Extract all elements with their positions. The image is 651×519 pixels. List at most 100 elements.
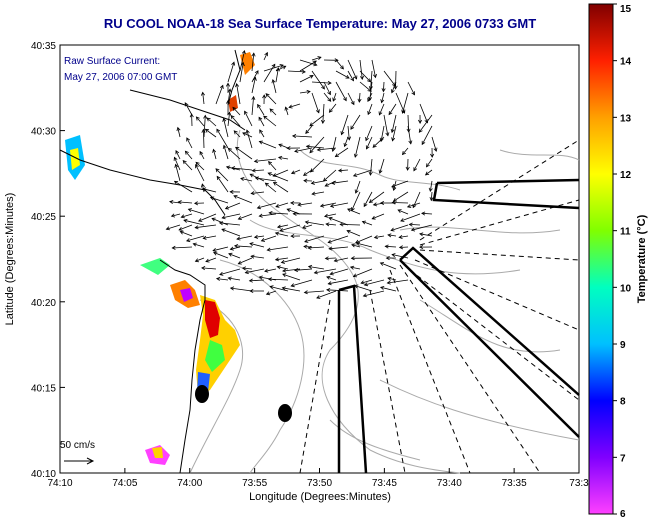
current-vector [202, 92, 205, 105]
current-vector [195, 164, 205, 182]
y-tick-label: 40:20 [31, 298, 56, 309]
current-vector [203, 115, 206, 138]
current-vector [391, 114, 397, 133]
current-vector-head [350, 77, 354, 82]
current-vector [178, 224, 193, 231]
sst-patch [180, 288, 193, 302]
current-vector [347, 92, 355, 105]
current-vector [227, 62, 235, 83]
current-vector-head [165, 226, 170, 231]
current-vector-head [264, 51, 268, 57]
current-vector-head [309, 122, 314, 127]
current-vector-head [227, 111, 232, 116]
current-vector [304, 235, 325, 243]
current-vector-head [240, 177, 245, 181]
current-vector-head [180, 214, 185, 219]
current-vector-head [282, 65, 287, 70]
current-vector [305, 125, 313, 134]
current-vector-head [257, 103, 261, 109]
current-vector [273, 169, 289, 177]
current-vector [419, 103, 428, 123]
current-vector-head [301, 69, 306, 74]
current-vector-head [347, 208, 352, 213]
current-vector-head [337, 168, 343, 173]
current-vector [332, 92, 337, 102]
current-vector [213, 149, 217, 160]
station-marker [195, 385, 209, 403]
current-vector-head [230, 114, 235, 120]
current-vector-head [195, 161, 200, 166]
current-vector-head [186, 238, 191, 243]
current-vector-head [233, 130, 238, 135]
current-vector [206, 117, 217, 127]
colorbar-tick-label: 7 [620, 453, 626, 464]
current-vector-head [379, 200, 385, 206]
current-vector-head [253, 159, 259, 164]
current-vector-head [171, 245, 176, 250]
current-vector [268, 278, 289, 281]
current-vector-head [381, 88, 386, 93]
current-vector [299, 91, 311, 94]
current-vector [430, 191, 433, 201]
current-vector-head [290, 170, 296, 175]
current-vector [231, 167, 253, 171]
current-vector [201, 267, 217, 270]
current-vector [277, 266, 289, 270]
current-vector [203, 235, 217, 239]
current-vector [244, 111, 253, 127]
current-vector [268, 161, 277, 171]
current-vector [374, 235, 385, 238]
current-vector-head [254, 176, 259, 181]
current-vector [222, 213, 241, 219]
current-vector-head [286, 146, 291, 151]
current-vector-head [218, 221, 224, 226]
current-vector [367, 103, 373, 115]
current-vector-head [192, 242, 197, 247]
current-vector-head [290, 234, 295, 239]
current-vector [257, 202, 277, 209]
current-vector-head [372, 202, 378, 207]
current-vector-head [307, 245, 312, 250]
current-vector-head [331, 147, 336, 153]
current-vector-head [265, 93, 270, 98]
current-vector-head [200, 91, 206, 96]
current-vector-head [241, 266, 247, 271]
current-vector-head [398, 234, 403, 239]
current-vector-head [258, 140, 263, 145]
current-vector-head [225, 165, 231, 170]
current-vector-head [227, 88, 232, 93]
current-vector-head [265, 291, 271, 296]
x-tick-label: 73:35 [502, 478, 527, 489]
current-vector [359, 59, 363, 80]
current-vector-head [291, 134, 297, 139]
current-vector-head [367, 110, 372, 116]
current-vector [335, 147, 349, 157]
current-vector-head [271, 63, 276, 68]
x-tick-label: 74:05 [112, 478, 137, 489]
current-vector-head [297, 202, 302, 207]
sst-patch [70, 148, 80, 170]
current-vectors [165, 49, 438, 299]
current-vector-head [418, 128, 423, 133]
plot-frame [59, 44, 580, 474]
coastline-segment [129, 89, 246, 131]
y-axis-ticks: 40:35 40:30 40:25 40:20 40:15 40:10 [31, 41, 65, 480]
current-vector [254, 235, 265, 238]
current-vector [312, 191, 325, 195]
current-vector [177, 127, 181, 138]
current-vector-head [250, 254, 255, 259]
current-vector [392, 254, 409, 259]
current-vector-head [264, 182, 269, 187]
current-vector-head [288, 104, 293, 109]
sst-patch [152, 447, 163, 458]
current-vector [215, 168, 229, 182]
current-vector-head [302, 172, 308, 176]
current-vector-head [317, 56, 322, 60]
current-vector [306, 145, 325, 149]
colorbar-tick-label: 10 [620, 283, 632, 294]
current-vector-head [391, 253, 396, 258]
current-vector [273, 182, 289, 193]
current-vector [174, 180, 193, 193]
current-vector-head [320, 119, 326, 125]
current-vector [228, 253, 241, 259]
